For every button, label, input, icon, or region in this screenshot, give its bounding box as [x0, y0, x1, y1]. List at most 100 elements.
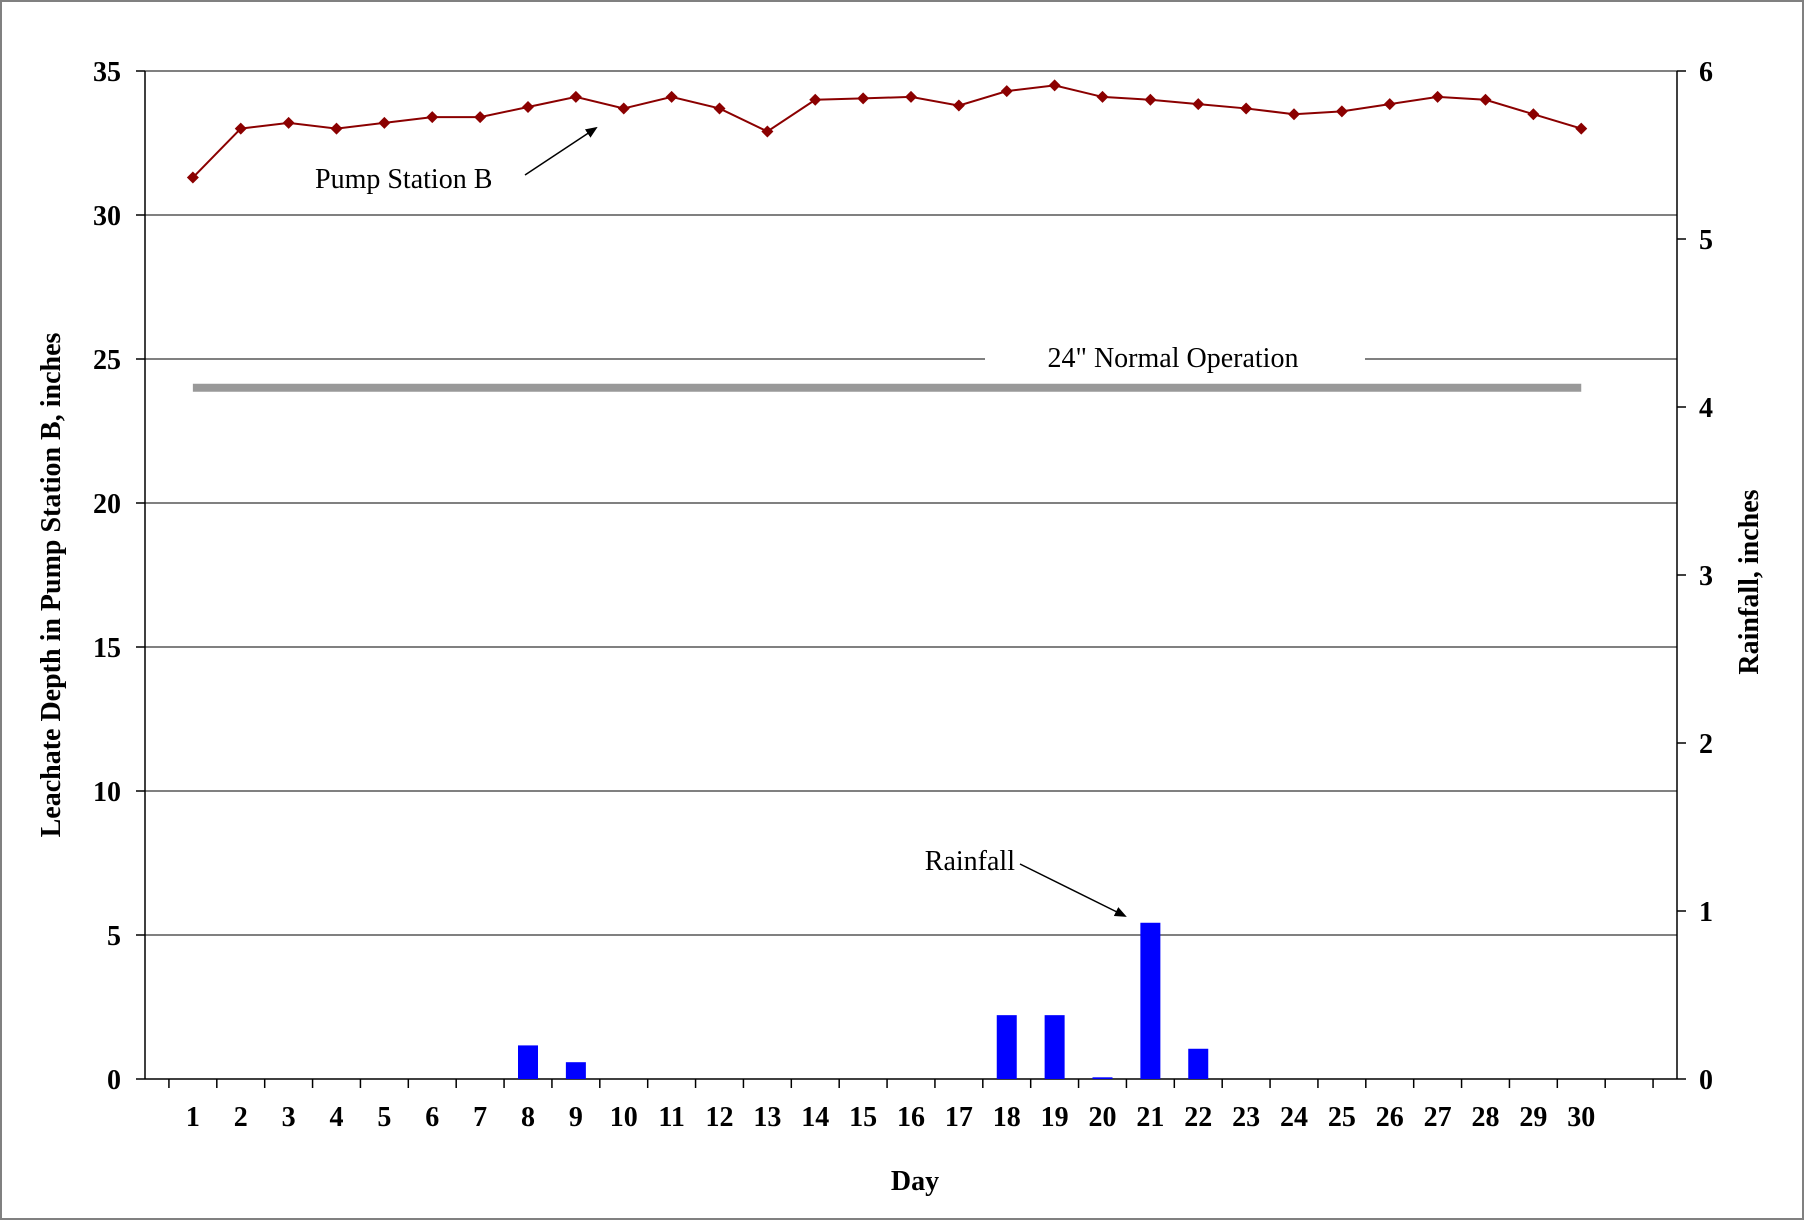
y-left-tick-label: 15 — [93, 633, 121, 664]
pump-station-b-point — [713, 102, 726, 115]
y-left-tick-label: 30 — [93, 201, 121, 232]
normal-operation-reference: 24" Normal Operation — [192, 341, 1582, 392]
pump-station-b-point — [1479, 93, 1492, 106]
x-tick-label: 6 — [425, 1102, 439, 1133]
pump-station-b-point — [905, 90, 917, 103]
y-right-tick-label: 0 — [1699, 1065, 1713, 1096]
x-tick-label: 20 — [1089, 1102, 1117, 1133]
x-tick-label: 11 — [658, 1102, 684, 1133]
pump-station-b-point — [378, 116, 391, 129]
pump-station-b-point — [1192, 98, 1205, 111]
x-tick-label: 26 — [1376, 1102, 1404, 1133]
y-axis-left-title: Leachate Depth in Pump Station B, inches — [36, 332, 67, 837]
pump-station-b-point — [1527, 108, 1540, 121]
pump-station-b-point — [857, 92, 870, 105]
annotations: Pump Station B Rainfall — [315, 126, 1127, 917]
pump-station-b-point — [426, 111, 439, 124]
pump-station-b-arrow — [524, 126, 598, 176]
pump-station-b-point — [282, 116, 295, 129]
rainfall-annotation: Rainfall — [925, 846, 1015, 877]
rainfall-bar — [1092, 1077, 1113, 1079]
x-tick-label: 30 — [1567, 1102, 1595, 1133]
y-right-tick-label: 1 — [1699, 897, 1713, 928]
pump-station-b-point — [665, 90, 678, 103]
pump-station-b-point — [809, 93, 822, 106]
pump-station-b-point — [186, 171, 199, 184]
pump-station-b-point — [1575, 122, 1588, 135]
pump-station-b-point — [474, 111, 487, 124]
pump-station-b-point — [952, 99, 965, 112]
y-right-tick-label: 4 — [1699, 393, 1713, 424]
x-tick-label: 14 — [801, 1102, 829, 1133]
x-tick-label: 9 — [569, 1102, 583, 1133]
x-tick-label: 29 — [1519, 1102, 1547, 1133]
pump-station-b-point — [1288, 108, 1300, 121]
x-tick-label: 8 — [521, 1102, 535, 1133]
pump-station-b-point — [617, 102, 630, 115]
x-tick-label: 17 — [945, 1102, 973, 1133]
y-right-tick-label: 5 — [1699, 225, 1713, 256]
x-tick-label: 19 — [1041, 1102, 1069, 1133]
x-tick-label: 27 — [1424, 1102, 1452, 1133]
pump-station-b-point — [569, 90, 582, 103]
x-axis-title: Day — [891, 1166, 939, 1197]
x-tick-label: 12 — [706, 1102, 734, 1133]
x-tick-label: 2 — [234, 1102, 248, 1133]
rainfall-bars — [518, 922, 1209, 1079]
gridlines — [145, 70, 1677, 936]
x-tick-label: 18 — [993, 1102, 1021, 1133]
rainfall-bar — [1188, 1048, 1209, 1079]
rainfall-bar — [1044, 1015, 1065, 1079]
rainfall-bar — [565, 1062, 586, 1079]
pump-station-b-point — [234, 122, 247, 135]
x-tick-label: 5 — [377, 1102, 391, 1133]
y-left-tick-label: 35 — [93, 57, 121, 88]
y-left-tick-label: 10 — [93, 777, 121, 808]
x-tick-label: 10 — [610, 1102, 638, 1133]
y-left-tick-label: 20 — [93, 489, 121, 520]
rainfall-arrow — [1019, 863, 1127, 917]
pump-station-b-point — [1000, 85, 1013, 98]
normal-operation-label: 24" Normal Operation — [1048, 343, 1299, 374]
pump-station-b-annotation: Pump Station B — [315, 164, 492, 195]
x-tick-label: 4 — [330, 1102, 344, 1133]
x-tick-label: 21 — [1136, 1102, 1164, 1133]
pump-station-b-point — [1048, 79, 1061, 92]
pump-station-b-point — [1096, 90, 1109, 103]
rainfall-bar — [1140, 922, 1161, 1079]
rainfall-bar — [518, 1045, 538, 1079]
y-right-tick-label: 6 — [1699, 57, 1713, 88]
x-tick-label: 25 — [1328, 1102, 1356, 1133]
x-tick-label: 22 — [1184, 1102, 1212, 1133]
x-tick-label: 7 — [473, 1102, 487, 1133]
pump-station-b-point — [1240, 102, 1253, 115]
pump-station-b-line — [186, 79, 1588, 184]
reference-label-background — [985, 341, 1365, 377]
x-tick-label: 16 — [897, 1102, 925, 1133]
pump-station-b-series-line — [192, 84, 1582, 179]
x-tick-label: 15 — [849, 1102, 877, 1133]
pump-station-b-point — [330, 122, 343, 135]
x-tick-label: 1 — [186, 1102, 200, 1133]
x-tick-label: 28 — [1472, 1102, 1500, 1133]
pump-station-b-point — [1144, 93, 1157, 106]
pump-station-b-point — [1431, 90, 1444, 103]
y-axis-right-title: Rainfall, inches — [1734, 489, 1765, 674]
x-tick-label: 3 — [282, 1102, 296, 1133]
rainfall-bar — [996, 1015, 1017, 1079]
pump-station-b-point — [1383, 98, 1396, 111]
x-tick-label: 23 — [1232, 1102, 1260, 1133]
x-tick-label: 24 — [1280, 1102, 1308, 1133]
y-right-tick-label: 2 — [1699, 729, 1713, 760]
pump-station-b-point — [522, 101, 534, 113]
pump-station-b-point — [761, 125, 774, 138]
y-left-tick-label: 5 — [107, 921, 121, 952]
pump-station-b-point — [1335, 105, 1348, 118]
y-right-tick-label: 3 — [1699, 561, 1713, 592]
x-tick-label: 13 — [753, 1102, 781, 1133]
y-left-tick-label: 0 — [107, 1065, 121, 1096]
y-left-tick-label: 25 — [93, 345, 121, 376]
